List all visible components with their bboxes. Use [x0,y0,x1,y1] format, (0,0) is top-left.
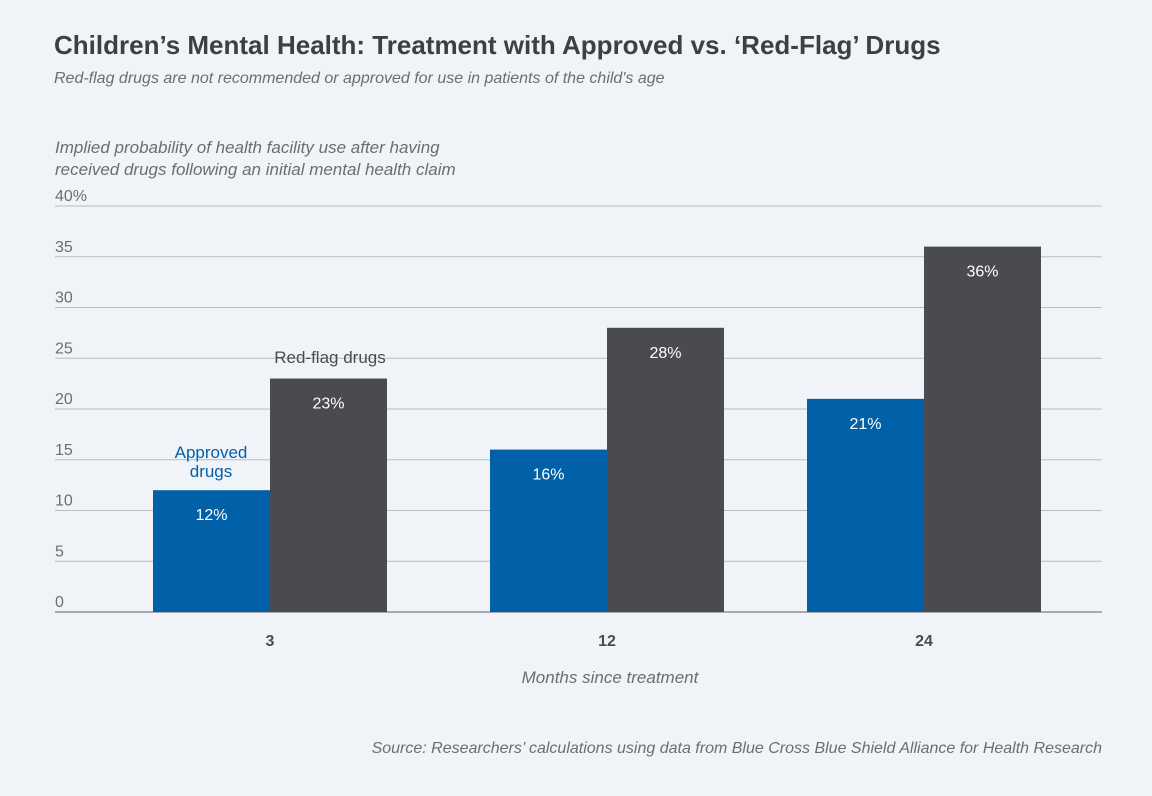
x-tick-label: 3 [266,633,275,650]
bar-red-flag [270,378,387,612]
bar-approved [807,398,924,612]
y-tick-label: 0 [55,594,64,611]
bar-value-label: 28% [649,345,681,362]
y-tick-label: 20 [55,391,73,408]
y-tick-label: 15 [55,442,73,459]
bar-approved [490,449,607,612]
y-axis-label: Implied probability of health facility u… [55,137,555,181]
y-tick-label: 5 [55,543,64,560]
legend-approved-drugs: Approved [175,443,248,462]
y-tick-label: 30 [55,290,73,307]
chart-subtitle: Red-flag drugs are not recommended or ap… [54,70,665,87]
x-tick-label: 12 [598,633,616,650]
legend-red-flag-drugs: Red-flag drugs [274,348,386,367]
bar-approved [153,490,270,612]
y-tick-label: 35 [55,239,73,256]
y-tick-label: 25 [55,340,73,357]
y-axis-label-line: Implied probability of health facility u… [55,138,440,157]
bar-red-flag [924,246,1041,612]
bar-value-label: 36% [966,264,998,281]
bar-value-label: 21% [849,416,881,433]
legend-approved-drugs: drugs [190,462,233,481]
source-note: Source: Researchers’ calculations using … [371,740,1102,757]
chart-title: Children’s Mental Health: Treatment with… [54,30,941,60]
bar-red-flag [607,327,724,612]
y-tick-label: 10 [55,493,73,510]
y-tick-label: 40% [55,188,87,205]
x-tick-label: 24 [915,633,933,650]
bar-value-label: 12% [195,507,227,524]
bar-value-label: 23% [312,396,344,413]
x-axis-label: Months since treatment [521,668,699,687]
y-axis-label-line: received drugs following an initial ment… [55,160,456,179]
bar-value-label: 16% [532,467,564,484]
